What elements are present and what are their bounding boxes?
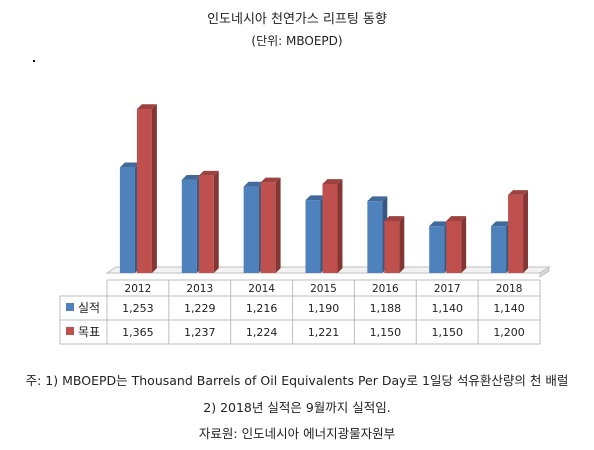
footnote-1: 주: 1) MBOEPD는 Thousand Barrels of Oil Eq… [25,373,569,388]
tick-label: 2014 [248,283,275,295]
data-label: 1,216 [246,302,278,315]
bar-top [367,196,388,202]
bar-front [446,220,462,273]
bar-front [119,167,135,273]
bar-front [384,220,400,273]
bar-목표-2018 [508,190,529,273]
bar-side [461,216,467,273]
data-label: 1,190 [308,302,340,315]
data-label: 1,140 [431,302,463,315]
tick-label: 2017 [434,283,461,295]
bar-chart: 2012 2013 2014 2015 2016 2017 2018 실적 1,253 1,229… [59,104,551,345]
data-label: 1,365 [122,326,154,339]
data-label: 1,221 [308,326,340,339]
chart-subtitle: (단위: MBOEPD) [251,34,343,48]
data-label: 1,150 [370,326,402,339]
bar-side [213,170,219,273]
bar-top [384,216,405,221]
bar-목표-2012 [136,104,157,273]
bar-top [198,170,219,176]
bar-실적-2017 [429,221,450,273]
bar-실적-2016 [367,196,388,273]
bar-실적-2013 [181,175,202,273]
tick-label: 2018 [496,283,523,295]
bar-top [491,221,512,227]
bar-front [491,226,507,273]
bar-side [399,216,405,273]
bar-front [181,179,197,273]
data-label: 1,253 [122,302,154,315]
bar-top [429,221,450,227]
bar-front [243,186,259,273]
legend-swatch [66,303,74,311]
bar-front [136,109,152,273]
stray-dot [33,60,35,62]
bar-실적-2012 [119,162,140,273]
data-table: 2012 2013 2014 2015 2016 2017 2018 실적 1,253 1,229… [59,279,541,345]
bar-top [446,216,467,221]
bar-목표-2015 [322,179,343,273]
bar-front [198,175,214,273]
chart-title: 인도네시아 천연가스 리프팅 동향 [207,12,387,27]
bar-실적-2014 [243,181,264,273]
bar-목표-2013 [198,170,219,273]
bar-목표-2017 [446,216,467,273]
bar-front [367,201,383,273]
data-label: 1,140 [493,302,525,315]
data-label: 1,200 [493,326,525,339]
bar-top [260,177,281,183]
bar-front [508,194,524,273]
chart-bars [119,104,529,273]
bar-top [181,175,202,180]
bar-side [523,190,529,273]
data-label: 1,150 [431,326,463,339]
bar-top [136,104,157,110]
floor-side [539,266,550,278]
bar-top [508,190,529,195]
bar-side [275,177,281,273]
data-label: 1,229 [184,302,216,315]
bar-front [305,200,321,273]
bar-side [151,104,157,273]
bar-실적-2015 [305,195,326,273]
legend-swatch [66,327,74,335]
bar-top [322,179,343,184]
bar-front [322,183,338,273]
bar-목표-2016 [384,216,405,273]
bar-side [337,179,343,273]
bar-front [260,182,276,273]
data-label: 1,224 [246,326,278,339]
bar-실적-2018 [491,221,512,273]
tick-label: 2012 [125,283,152,295]
data-label: 1,188 [370,302,402,315]
bar-top [243,181,264,187]
legend-label: 목표 [78,325,100,339]
tick-label: 2015 [310,283,337,295]
tick-label: 2013 [186,283,213,295]
bar-front [429,226,445,273]
bar-목표-2014 [260,177,281,273]
bar-top [119,162,140,168]
legend-label: 실적 [78,301,100,315]
footnote-2: 2) 2018년 실적은 9월까지 실적임. [203,400,391,415]
source-note: 자료원: 인도네시아 에너지광물자원부 [198,426,396,441]
tick-label: 2016 [372,283,399,295]
data-label: 1,237 [184,326,216,339]
bar-top [305,195,326,201]
